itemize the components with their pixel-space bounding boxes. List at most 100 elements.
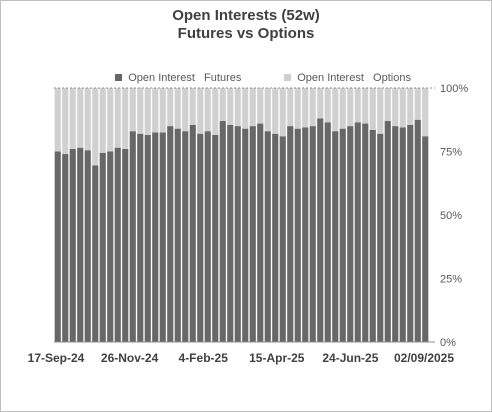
bar-options-4 (77, 88, 84, 148)
y-tick-label-75pct: 75% (440, 147, 462, 159)
legend-label-futures: Open Interest Futures (128, 72, 242, 84)
bar-options-1 (54, 88, 61, 152)
bar-futures-41 (354, 122, 361, 342)
bar-options-17 (174, 88, 181, 129)
bar-options-36 (317, 88, 324, 119)
bar-options-38 (332, 88, 339, 132)
x-tick-label-2: 26-Nov-24 (101, 351, 159, 365)
bar-futures-2 (62, 154, 69, 342)
bar-futures-23 (219, 121, 226, 343)
y-tick-label-0pct: 0% (440, 337, 456, 349)
bar-futures-9 (114, 147, 121, 342)
bar-options-21 (204, 88, 211, 132)
bar-options-5 (84, 88, 91, 151)
bar-options-8 (107, 88, 114, 152)
bar-futures-1 (54, 151, 61, 342)
x-tick-label-6: 02/09/2025 (394, 351, 454, 365)
bar-options-32 (287, 88, 294, 127)
bar-futures-22 (212, 134, 219, 342)
bar-options-29 (264, 88, 271, 132)
bar-futures-5 (84, 150, 91, 342)
legend-item-options: Open Interest Options (272, 60, 411, 96)
x-tick-label-1: 17-Sep-24 (28, 351, 85, 365)
bar-futures-8 (107, 151, 114, 342)
bar-options-2 (62, 88, 69, 155)
bar-options-12 (137, 88, 144, 134)
bar-options-10 (122, 88, 129, 149)
bar-options-25 (234, 88, 241, 127)
bar-options-31 (279, 88, 286, 137)
bar-futures-28 (257, 123, 264, 342)
bar-futures-50 (422, 136, 429, 342)
bar-futures-39 (339, 128, 346, 342)
bar-options-35 (309, 88, 316, 127)
bar-futures-11 (129, 131, 136, 342)
bar-futures-38 (332, 131, 339, 342)
bar-options-40 (347, 88, 354, 127)
legend-label-options: Open Interest Options (297, 72, 411, 84)
bar-futures-36 (317, 118, 324, 342)
bar-futures-20 (197, 133, 204, 342)
bar-futures-42 (362, 123, 369, 342)
bar-options-42 (362, 88, 369, 124)
bar-options-24 (227, 88, 234, 125)
bar-options-34 (302, 88, 309, 128)
x-tick-label-4: 15-Apr-25 (249, 351, 305, 365)
bar-futures-46 (392, 126, 399, 342)
bar-options-23 (219, 88, 226, 122)
bar-options-14 (152, 88, 159, 133)
x-tick-label-3: 4-Feb-25 (179, 351, 229, 365)
bar-options-9 (114, 88, 121, 148)
bar-futures-44 (377, 133, 384, 342)
bar-futures-35 (309, 126, 316, 342)
bar-options-39 (339, 88, 346, 129)
bar-futures-18 (182, 131, 189, 342)
bar-options-11 (129, 88, 136, 132)
bar-options-26 (242, 88, 249, 129)
bar-options-44 (377, 88, 384, 134)
bar-futures-30 (272, 133, 279, 342)
bar-futures-12 (137, 133, 144, 342)
bar-futures-21 (204, 131, 211, 342)
bar-options-48 (407, 88, 414, 125)
y-tick-label-50pct: 50% (440, 210, 462, 222)
bar-options-15 (159, 88, 166, 133)
bar-futures-19 (189, 124, 196, 342)
bar-futures-31 (279, 136, 286, 342)
bar-futures-40 (347, 126, 354, 342)
bar-futures-25 (234, 126, 241, 342)
legend-swatch-options (284, 74, 292, 81)
bar-options-13 (144, 88, 151, 135)
x-tick-label-5: 24-Jun-25 (322, 351, 378, 365)
bar-options-46 (392, 88, 399, 127)
bar-options-37 (324, 88, 331, 123)
bar-futures-10 (122, 148, 129, 342)
bar-futures-16 (167, 126, 174, 342)
bar-options-49 (414, 88, 421, 120)
bar-futures-33 (294, 128, 301, 342)
chart-legend: Open Interest Futures Open Interest Opti… (0, 60, 492, 84)
bar-options-50 (422, 88, 429, 137)
bar-futures-14 (152, 132, 159, 342)
bar-options-43 (369, 88, 376, 130)
bar-futures-24 (227, 124, 234, 342)
bar-options-19 (189, 88, 196, 125)
bar-futures-6 (92, 165, 99, 342)
bar-options-45 (384, 88, 391, 122)
bar-futures-29 (264, 131, 271, 342)
bar-options-3 (69, 88, 76, 149)
bar-options-47 (399, 88, 406, 128)
bar-futures-32 (287, 126, 294, 342)
bar-futures-15 (159, 132, 166, 342)
bar-futures-7 (99, 152, 106, 342)
bar-futures-13 (144, 134, 151, 342)
y-tick-label-25pct: 25% (440, 274, 462, 286)
bar-futures-47 (399, 127, 406, 343)
bar-futures-3 (69, 148, 76, 342)
bar-options-18 (182, 88, 189, 132)
legend-swatch-futures (115, 74, 123, 81)
bar-options-33 (294, 88, 301, 129)
legend-item-futures: Open Interest Futures (103, 60, 241, 96)
bar-options-7 (99, 88, 106, 153)
